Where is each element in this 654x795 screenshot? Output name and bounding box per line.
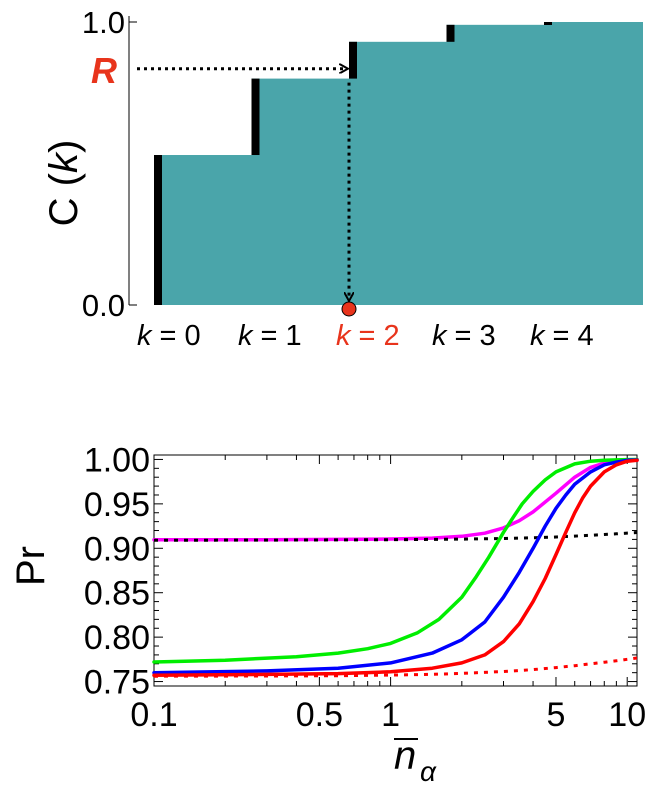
- series-line: [153, 656, 638, 678]
- y-tick-label: 0.75: [84, 664, 150, 702]
- probability-line-chart: 0.1 0.5 1 5 10 0.75 0.80 0.85 0.90 0.95 1.00 Pr n …: [9, 441, 646, 787]
- y-tick-label: 1.00: [84, 441, 150, 479]
- cumulative-probability-chart: 0.0 1.0 C (k) R k = 0 k = 1 k = 2 k = 3 k = 4: [42, 5, 643, 352]
- step-marker: [349, 41, 357, 79]
- step-bar: [446, 24, 544, 306]
- category-label: k = 3: [432, 320, 496, 352]
- x-tick-label: 1: [381, 696, 400, 734]
- y-tick-label: 0.90: [84, 530, 150, 568]
- y-tick-label: 0.85: [84, 575, 150, 613]
- category-label: k = 2: [336, 320, 400, 352]
- svg-text:C (k): C (k): [42, 140, 86, 227]
- category-label: k = 0: [137, 320, 201, 352]
- category-labels: k = 0 k = 1 k = 2 k = 3 k = 4: [137, 320, 594, 352]
- plot-frame: [153, 454, 638, 687]
- step-marker: [251, 78, 260, 156]
- selected-k-marker: [341, 301, 357, 317]
- y-tick-label: 0.0: [82, 288, 125, 323]
- category-label: k = 1: [238, 320, 302, 352]
- step-marker: [544, 22, 552, 25]
- step-bar: [349, 41, 447, 306]
- step-marker: [446, 24, 455, 42]
- y-ticks: 0.0 1.0: [82, 5, 137, 323]
- x-tick-label: 0.1: [130, 696, 177, 734]
- y-tick-label: 1.0: [82, 5, 125, 40]
- category-label: k = 4: [530, 320, 594, 352]
- step-bar: [544, 22, 643, 305]
- step-bar: [251, 78, 349, 305]
- step-markers: [154, 22, 552, 305]
- y-axis-label-var: k: [42, 151, 86, 173]
- axis-ticks: 0.1 0.5 1 5 10 0.75 0.80 0.85 0.90 0.95 1.00: [84, 441, 646, 734]
- x-axis-label: n α: [394, 734, 437, 787]
- series-line: [152, 457, 639, 664]
- y-axis-label: Pr: [9, 546, 53, 586]
- x-tick-label: 0.5: [296, 696, 343, 734]
- y-axis-label: C (k): [42, 140, 86, 227]
- y-tick-label: 0.80: [84, 619, 150, 657]
- y-axis-label-main: C: [42, 197, 86, 226]
- step-bars: [154, 22, 643, 306]
- step-marker: [154, 155, 162, 305]
- series-line: [152, 458, 639, 675]
- series-line: [152, 458, 639, 678]
- x-tick-label: 10: [608, 696, 646, 734]
- x-tick-label: 5: [547, 696, 566, 734]
- y-tick-label: 0.95: [84, 486, 150, 524]
- series-line: [152, 458, 639, 542]
- step-bar: [154, 155, 252, 305]
- x-axis-label-main: n: [394, 734, 416, 778]
- series-lines: [152, 457, 639, 678]
- x-axis-label-sub: α: [420, 756, 437, 787]
- series-line: [153, 531, 638, 542]
- r-annotation-label: R: [91, 50, 117, 91]
